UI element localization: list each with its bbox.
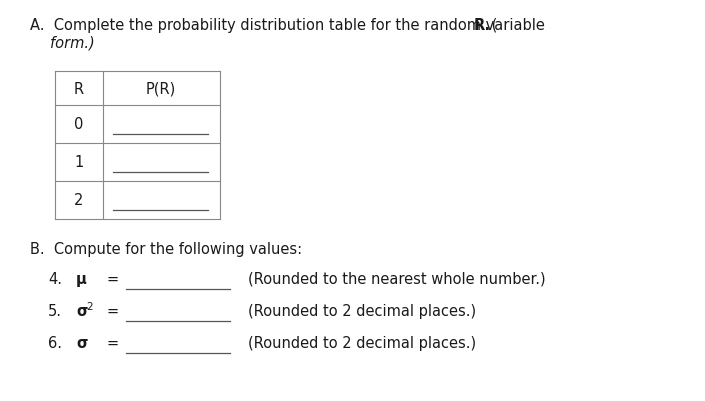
Text: 4.: 4. (48, 271, 62, 286)
Text: form.): form.) (50, 36, 94, 51)
Text: B.  Compute for the following values:: B. Compute for the following values: (30, 241, 302, 256)
Text: 2: 2 (86, 301, 92, 311)
Text: (: ( (487, 18, 497, 33)
Text: σ: σ (76, 335, 87, 350)
Text: (Rounded to 2 decimal places.): (Rounded to 2 decimal places.) (248, 303, 476, 318)
Text: R.: R. (474, 18, 491, 33)
Text: A.  Complete the probability distribution table for the random variable: A. Complete the probability distribution… (30, 18, 549, 33)
Text: 1: 1 (74, 155, 84, 170)
Text: μ: μ (76, 271, 87, 286)
Text: 6.: 6. (48, 335, 62, 350)
Text: (Rounded to the nearest whole number.): (Rounded to the nearest whole number.) (248, 271, 546, 286)
Text: 5.: 5. (48, 303, 62, 318)
Text: 0: 0 (74, 117, 84, 132)
Text: R: R (74, 81, 84, 96)
Text: σ: σ (76, 303, 87, 318)
Text: P(R): P(R) (146, 81, 176, 96)
Text: =: = (106, 271, 118, 286)
Text: (Rounded to 2 decimal places.): (Rounded to 2 decimal places.) (248, 335, 476, 350)
Text: =: = (106, 303, 118, 318)
Text: =: = (106, 335, 118, 350)
Text: 2: 2 (74, 193, 84, 208)
